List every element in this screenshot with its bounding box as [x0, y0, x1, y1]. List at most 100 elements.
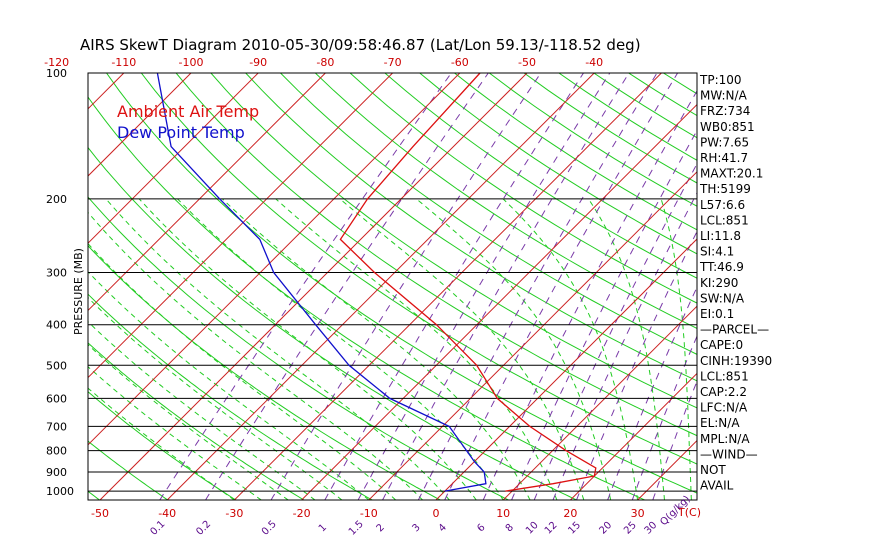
index-label: SW:N/A [700, 291, 745, 305]
pressure-tick-label: 100 [46, 67, 67, 80]
mixing-ratio-line [382, 73, 630, 500]
isotherm [502, 305, 697, 500]
dry-adiabat [245, 73, 697, 382]
mixing-ratio-line [159, 73, 452, 500]
index-label: TP:100 [699, 73, 742, 87]
bottom-temp-tick-label: -30 [225, 507, 243, 520]
mixing-ratio-tick-label: 12 [543, 520, 560, 537]
mixing-ratio-line [607, 286, 697, 500]
dry-adiabat [88, 391, 237, 500]
dry-adiabat [489, 73, 697, 207]
index-label: WB0:851 [700, 120, 755, 134]
mixing-ratio-tick-label: 20 [597, 520, 614, 537]
mixing-ratio-tick-label: 1 [317, 522, 329, 534]
top-temp-tick-label: -100 [179, 56, 204, 69]
isotherm [88, 73, 192, 177]
dry-adiabat [175, 73, 697, 437]
pressure-tick-label: 500 [46, 359, 67, 372]
dry-adiabat [88, 440, 168, 500]
mixing-ratio-line [417, 73, 658, 500]
mixing-ratio-tick-label: 15 [566, 520, 583, 537]
mixing-ratio-line [652, 379, 697, 500]
pressure-tick-label: 1000 [46, 485, 74, 498]
mixing-ratio-tick-label: 1.5 [347, 519, 366, 538]
mixing-ratio-line [444, 73, 679, 500]
plot-grid [0, 73, 870, 500]
pressure-tick-label: 700 [46, 420, 67, 433]
series-layer [156, 72, 597, 492]
bottom-temp-tick-label: 10 [496, 507, 510, 520]
pressure-tick-label: 600 [46, 392, 67, 405]
moist-adiabat [416, 198, 612, 500]
moist-adiabat [88, 387, 235, 500]
isotherm [88, 73, 393, 379]
index-label: MAXT:20.1 [700, 167, 763, 181]
legend-dew-label: Dew Point Temp [117, 123, 245, 142]
isotherm [368, 171, 697, 500]
bottom-temp-tick-label: -40 [158, 507, 176, 520]
mixing-ratio-tick-label: 6 [475, 522, 487, 534]
dry-adiabat [88, 96, 645, 500]
dry-adiabat [314, 73, 697, 330]
y-axis-label: PRESSURE (MB) [72, 248, 85, 335]
isotherm [570, 372, 697, 500]
index-label: MPL:N/A [700, 432, 750, 446]
moist-adiabat [88, 211, 423, 500]
index-label: LCL:851 [700, 213, 749, 227]
mixing-ratio-line [205, 73, 489, 500]
isotherm [772, 73, 870, 500]
moist-adiabat [177, 198, 504, 500]
dry-adiabat [384, 73, 697, 279]
top-temp-tick-label: -80 [316, 56, 334, 69]
dry-adiabat [88, 146, 577, 500]
grid-layer [0, 73, 870, 500]
dry-adiabat [106, 73, 697, 494]
dry-adiabat [88, 342, 305, 500]
mixing-ratio-tick-label: 25 [622, 520, 639, 537]
mixing-ratio-tick-label: 0.2 [194, 519, 213, 538]
temperature-line [339, 72, 597, 492]
top-temp-tick-label: -60 [451, 56, 469, 69]
index-label: SI:4.1 [700, 245, 734, 259]
isotherm [0, 73, 57, 500]
isotherm [234, 73, 662, 500]
moist-adiabat [88, 343, 289, 500]
index-label: —PARCEL— [700, 323, 769, 337]
mixing-ratio-tick-label: 3 [410, 522, 422, 534]
index-label: NOT [700, 463, 726, 477]
top-temp-tick-label: -120 [44, 56, 69, 69]
index-label: EI:0.1 [700, 307, 734, 321]
moist-adiabat [588, 198, 665, 500]
dry-adiabat [349, 73, 697, 304]
pressure-tick-label: 200 [46, 193, 67, 206]
top-temp-tick-label: -70 [384, 56, 402, 69]
moist-adiabat [105, 198, 450, 500]
pressure-tick-label: 300 [46, 267, 67, 280]
dewpoint-line [156, 72, 487, 492]
bottom-temp-tick-label: 30 [631, 507, 645, 520]
isotherm [435, 238, 697, 500]
mixing-ratio-line [511, 129, 697, 500]
isotherm [301, 103, 697, 500]
bottom-temp-tick-label: -50 [91, 507, 109, 520]
index-label: FRZ:734 [700, 104, 750, 118]
index-label: MW:N/A [700, 89, 748, 103]
isotherm [88, 73, 461, 446]
dry-adiabat [0, 73, 31, 500]
index-label: LI:11.8 [700, 229, 741, 243]
pressure-tick-label: 900 [46, 466, 67, 479]
mixing-ratio-line [533, 162, 697, 500]
isotherm [88, 73, 259, 244]
dry-adiabat [454, 73, 697, 231]
dry-adiabat [88, 196, 509, 500]
bottom-temp-tick-label: 0 [433, 507, 440, 520]
bottom-temp-tick-label: 20 [563, 507, 577, 520]
moist-adiabat [88, 271, 370, 500]
dry-adiabat [210, 73, 697, 409]
moist-adiabat [660, 198, 692, 500]
index-label: AVAIL [700, 479, 734, 493]
mixing-ratio-tick-label: 0.1 [148, 519, 167, 538]
mixing-ratio-line [552, 191, 697, 500]
dry-adiabat [663, 73, 697, 95]
index-label: CAPE:0 [700, 338, 743, 352]
